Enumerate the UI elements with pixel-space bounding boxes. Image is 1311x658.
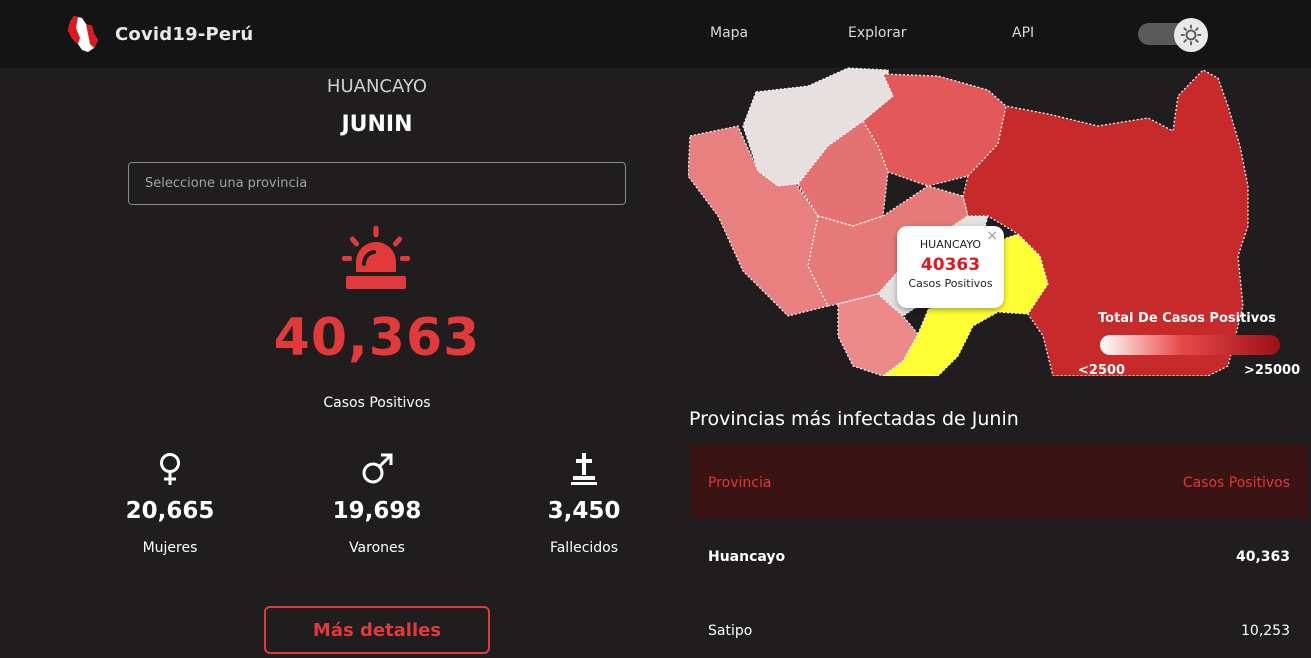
table-cell-cases: 10,253: [1241, 623, 1290, 639]
stat-male-value: 19,698: [332, 498, 422, 524]
stat-deaths-label: Fallecidos: [549, 540, 619, 556]
table-row[interactable]: Satipo 10,253: [690, 593, 1308, 658]
stat-female-value: 20,665: [125, 498, 215, 524]
legend-gradient-bar: [1100, 335, 1280, 355]
male-icon: [362, 453, 393, 484]
table-cell-province: Satipo: [708, 623, 753, 639]
table-cell-cases: 40,363: [1235, 549, 1290, 565]
province-name: HUANCAYO: [326, 76, 428, 97]
table-row[interactable]: Huancayo 40,363: [690, 519, 1308, 593]
popup-label: Casos Positivos: [908, 277, 993, 290]
stat-male-label: Varones: [349, 540, 405, 556]
summary-panel: HUANCAYO JUNIN 40,363 Casos Positivos 20…: [0, 68, 680, 658]
more-details-button[interactable]: Más detalles: [264, 606, 490, 654]
cross-grave-icon: [571, 453, 597, 485]
sun-icon: [1180, 24, 1202, 46]
top-navbar: Covid19-Perú Mapa Explorar API: [0, 0, 1311, 68]
total-cases-value: 40,363: [273, 308, 481, 368]
department-name: JUNIN: [341, 112, 413, 137]
peru-map-logo-icon[interactable]: [64, 14, 100, 54]
table-header-provincia[interactable]: Provincia: [708, 475, 772, 491]
table-title: Provincias más infectadas de Junin: [689, 408, 1019, 430]
stat-deaths: 3,450 Fallecidos: [504, 452, 664, 556]
table-cell-province: Huancayo: [708, 549, 786, 565]
table-header: Provincia Casos Positivos: [690, 445, 1308, 519]
popup-title: HUANCAYO: [919, 238, 982, 251]
map-region-northwest[interactable]: [742, 67, 894, 187]
theme-toggle[interactable]: [1138, 18, 1210, 52]
nav-link-api[interactable]: API: [1012, 25, 1035, 41]
stat-male: 19,698 Varones: [297, 452, 457, 556]
siren-icon: [342, 226, 410, 289]
map-popup: × HUANCAYO 40363 Casos Positivos: [897, 226, 1004, 308]
stat-female: 20,665 Mujeres: [90, 452, 250, 556]
nav-link-mapa[interactable]: Mapa: [710, 25, 749, 41]
total-cases-label: Casos Positivos: [323, 395, 431, 411]
stat-female-label: Mujeres: [142, 540, 198, 556]
popup-value: 40363: [920, 255, 981, 275]
nav-link-explorar[interactable]: Explorar: [848, 25, 907, 41]
map-region-east[interactable]: [962, 69, 1249, 376]
map-region-north[interactable]: [862, 73, 1007, 187]
brand-title[interactable]: Covid19-Perú: [115, 24, 254, 45]
legend-title: Total De Casos Positivos: [1098, 311, 1276, 326]
stat-deaths-value: 3,450: [547, 498, 621, 524]
popup-close-icon[interactable]: ×: [986, 228, 998, 244]
legend-max: >25000: [1244, 363, 1301, 378]
theme-toggle-knob[interactable]: [1174, 18, 1208, 52]
legend-min: <2500: [1078, 363, 1126, 378]
map-region-west[interactable]: [688, 125, 829, 317]
table-header-casos[interactable]: Casos Positivos: [1182, 475, 1290, 491]
map-region-center[interactable]: [807, 185, 969, 307]
province-map[interactable]: [688, 66, 1311, 376]
female-icon: [160, 453, 180, 485]
province-search-input[interactable]: [128, 162, 626, 205]
